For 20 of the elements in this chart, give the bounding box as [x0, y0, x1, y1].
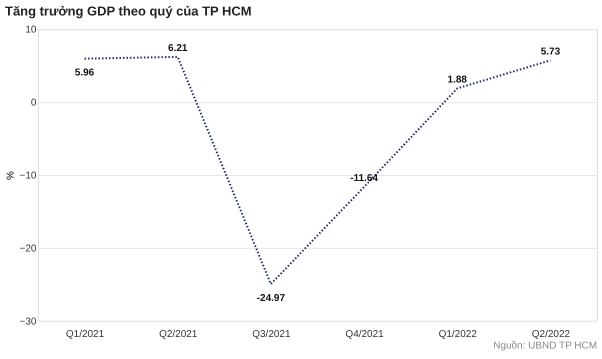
data-label: -11.64	[350, 172, 378, 184]
data-label: 6.21	[168, 42, 188, 54]
data-label: 5.73	[540, 46, 561, 58]
x-tick-label: Q4/2021	[345, 329, 384, 340]
y-tick-label: −20	[20, 243, 37, 254]
y-tick-label: −30	[20, 316, 37, 328]
y-tick-label: −10	[20, 170, 37, 182]
data-label: 1.88	[448, 74, 468, 86]
y-tick-label: 10	[25, 24, 37, 36]
x-tick-label: Q2/2022	[532, 329, 570, 340]
x-tick-label: Q2/2021	[159, 329, 198, 340]
x-tick-label: Q3/2021	[252, 329, 291, 340]
x-tick-label: Q1/2021	[66, 329, 105, 340]
data-label: -24.97	[256, 293, 286, 304]
text: Nguồn: UBND TP HCM	[493, 340, 598, 352]
chart-title: Tăng trưởng GDP theo quý của TP HCM	[5, 3, 252, 18]
data-label: 5.96	[74, 68, 95, 79]
y-tick-label: 0	[30, 98, 37, 109]
y-axis-title: %	[6, 170, 17, 180]
x-tick-label: Q1/2022	[438, 329, 478, 340]
